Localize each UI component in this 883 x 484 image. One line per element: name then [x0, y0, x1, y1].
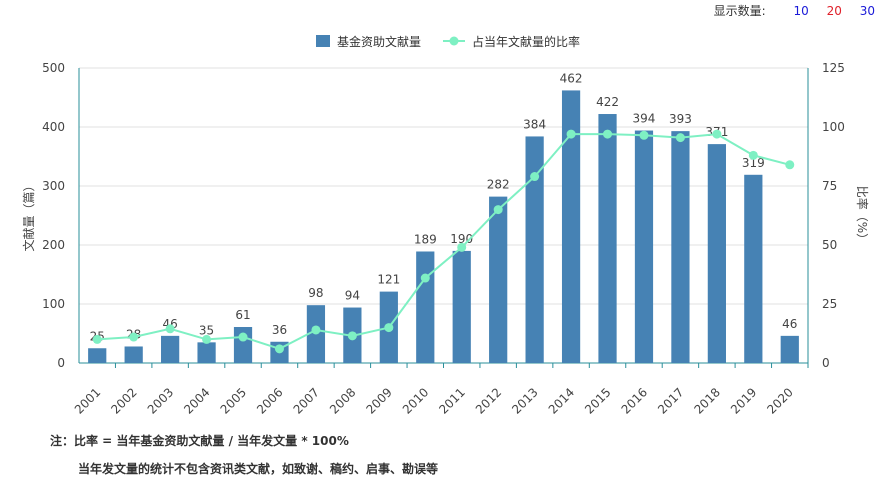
bar: [88, 348, 107, 363]
ratio-point: [748, 150, 758, 160]
y-left-tick-label: 200: [42, 238, 65, 252]
x-tick-label: 2018: [691, 385, 722, 416]
ratio-point: [712, 129, 722, 139]
ratio-point: [274, 344, 284, 354]
y-left-tick-label: 100: [42, 297, 65, 311]
bar-value-label: 319: [742, 156, 765, 170]
bar: [561, 90, 581, 364]
ratio-point: [238, 332, 248, 342]
bar-value-label: 462: [560, 71, 583, 85]
y-right-tick-label: 125: [822, 61, 845, 75]
bar-value-label: 36: [272, 323, 287, 337]
note-statistics-scope: 当年发文量的统计不包含资讯类文献，如致谢、稿约、启事、勘误等: [78, 462, 439, 476]
ratio-point: [311, 325, 321, 335]
ratio-point: [420, 273, 430, 283]
bar: [634, 130, 654, 363]
y-left-tick-label: 0: [57, 356, 65, 370]
note-ratio-definition: 注：比率 = 当年基金资助文献量 / 当年发文量 * 100%: [50, 434, 349, 448]
ratio-point: [165, 324, 175, 334]
y-right-tick-label: 25: [822, 297, 837, 311]
y-left-tick-label: 500: [42, 61, 65, 75]
bar-value-label: 393: [669, 112, 692, 126]
y-left-axis-title: 文献量（篇）: [21, 179, 36, 251]
bar: [124, 346, 143, 363]
ratio-point: [384, 323, 394, 333]
x-tick-label: 2013: [509, 385, 540, 416]
display-count-option-30[interactable]: 30: [859, 4, 875, 18]
bar: [489, 196, 508, 363]
bar-value-label: 94: [345, 289, 360, 303]
display-count-option-10[interactable]: 10: [793, 4, 809, 18]
display-count-selector: 显示数量: 10 20 30: [714, 2, 875, 19]
ratio-line: [97, 133, 791, 350]
ratio-point: [566, 129, 576, 139]
x-tick-label: 2002: [108, 385, 139, 416]
ratio-point: [129, 332, 139, 342]
bar: [416, 251, 435, 363]
bar-value-label: 282: [487, 178, 510, 192]
y-right-tick-label: 75: [822, 179, 837, 193]
funding-chart: 0100200300400500025507510012525200128200…: [21, 34, 870, 417]
ratio-point: [92, 334, 102, 344]
bar: [525, 136, 544, 363]
ratio-point: [202, 334, 212, 344]
bar-value-label: 61: [235, 308, 250, 322]
x-tick-label: 2006: [254, 385, 285, 416]
bar: [233, 327, 253, 363]
bar-value-label: 35: [199, 323, 214, 337]
legend-line-marker: [449, 36, 459, 46]
bar-value-label: 121: [377, 273, 400, 287]
legend-bar-swatch: [316, 35, 330, 47]
x-tick-label: 2014: [546, 385, 577, 416]
y-right-tick-label: 100: [822, 120, 845, 134]
y-left-tick-label: 300: [42, 179, 65, 193]
bar: [197, 342, 216, 363]
x-tick-label: 2007: [291, 385, 322, 416]
display-count-option-20[interactable]: 20: [826, 4, 842, 18]
bar-value-label: 46: [782, 317, 797, 331]
ratio-point: [603, 129, 613, 139]
x-tick-label: 2017: [655, 385, 686, 416]
bar-value-label: 394: [633, 112, 656, 126]
ratio-point: [347, 331, 357, 341]
bar-value-label: 189: [414, 232, 437, 246]
y-right-tick-label: 50: [822, 238, 837, 252]
x-tick-label: 2012: [473, 385, 504, 416]
bar: [671, 131, 690, 363]
x-tick-label: 2001: [72, 385, 103, 416]
x-tick-label: 2008: [327, 385, 358, 416]
y-right-axis-title: 比率（%）: [855, 186, 870, 245]
bar-value-label: 422: [596, 95, 619, 109]
ratio-point: [785, 160, 795, 170]
x-tick-label: 2020: [764, 385, 795, 416]
bar-value-label: 98: [308, 286, 323, 300]
legend-bar-label: 基金资助文献量: [337, 34, 421, 49]
x-tick-label: 2009: [363, 385, 394, 416]
bar: [744, 174, 763, 363]
bar: [780, 335, 799, 363]
ratio-point: [493, 205, 503, 215]
x-tick-label: 2016: [619, 385, 650, 416]
x-tick-label: 2005: [218, 385, 249, 416]
y-left-tick-label: 400: [42, 120, 65, 134]
bar: [452, 250, 471, 363]
bar: [598, 114, 617, 364]
y-right-tick-label: 0: [822, 356, 830, 370]
bar: [707, 144, 726, 363]
x-tick-label: 2015: [582, 385, 613, 416]
x-tick-label: 2004: [181, 385, 212, 416]
ratio-point: [530, 172, 540, 182]
x-tick-label: 2019: [728, 385, 759, 416]
display-count-label: 显示数量:: [713, 4, 766, 18]
x-tick-label: 2011: [436, 385, 467, 416]
legend-line-label: 占当年文献量的比率: [472, 34, 580, 49]
ratio-point: [457, 242, 467, 252]
bar-value-label: 384: [523, 117, 546, 131]
x-tick-label: 2003: [145, 385, 176, 416]
ratio-point: [675, 133, 685, 143]
ratio-point: [639, 130, 649, 140]
bar: [161, 335, 180, 363]
x-tick-label: 2010: [400, 385, 431, 416]
